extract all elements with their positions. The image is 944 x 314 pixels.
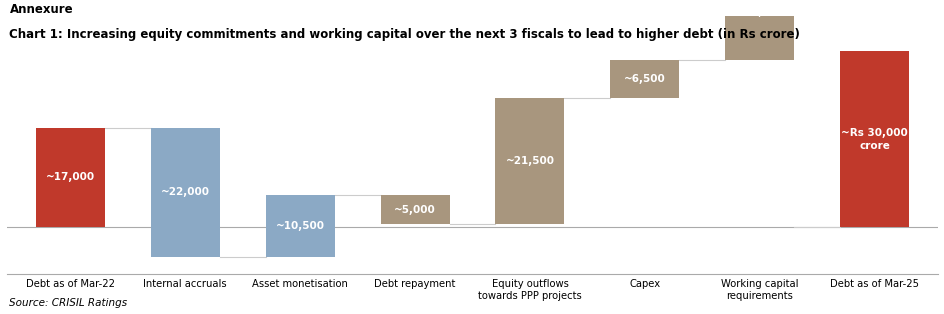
Text: ~16,500: ~16,500	[734, 7, 784, 17]
Text: ~10,500: ~10,500	[276, 221, 324, 231]
Bar	[36, 127, 105, 227]
Text: ~Rs 30,000
crore: ~Rs 30,000 crore	[840, 128, 907, 150]
Text: Chart 1: Increasing equity commitments and working capital over the next 3 fisca: Chart 1: Increasing equity commitments a…	[9, 28, 800, 41]
Bar	[839, 51, 908, 227]
Bar	[380, 195, 449, 225]
Text: ~21,500: ~21,500	[505, 156, 554, 166]
Text: ~6,500: ~6,500	[623, 74, 666, 84]
Text: Annexure: Annexure	[9, 3, 73, 16]
Text: ~17,000: ~17,000	[45, 172, 94, 182]
Bar	[610, 60, 679, 98]
Bar	[495, 98, 564, 225]
Text: Source: CRISIL Ratings: Source: CRISIL Ratings	[9, 298, 127, 308]
Bar	[265, 195, 334, 257]
Bar	[150, 127, 219, 257]
Bar	[725, 0, 794, 60]
Text: ~5,000: ~5,000	[394, 205, 435, 215]
Text: ~22,000: ~22,000	[160, 187, 210, 197]
